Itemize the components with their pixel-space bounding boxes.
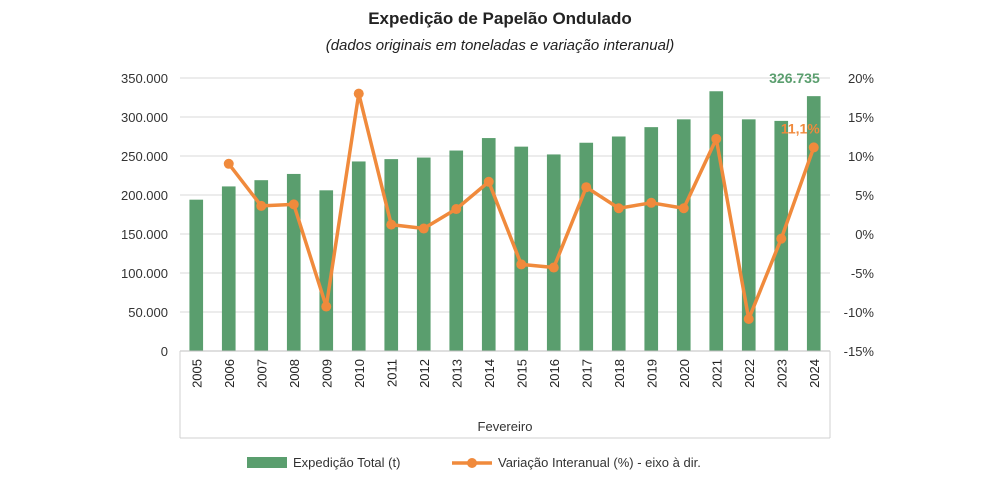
legend-label-line: Variação Interanual (%) - eixo à dir. [498,455,701,470]
category-label: 2009 [319,359,334,388]
right-tick-label: -15% [844,344,875,359]
right-tick-label: 20% [848,71,874,86]
category-label: 2010 [352,359,367,388]
category-label: 2015 [514,359,529,388]
line-point [581,182,592,193]
line-point [256,200,267,211]
category-label: 2017 [579,359,594,388]
line-point [678,203,689,214]
line-point [321,301,332,312]
left-tick-label: 350.000 [121,71,168,86]
line-point [288,199,299,210]
bar [384,159,399,351]
category-axis: 2005 2006 2007 2008 2009 2010 2011 2012 2013 2014… [189,359,822,388]
category-label: 2013 [449,359,464,388]
category-label: 2021 [709,359,724,388]
line-point [743,314,754,325]
data-label: 11,1% [781,120,820,136]
bar [514,146,529,351]
right-axis: -15% -10% -5% 0% 5% 10% 15% 20% [844,71,875,359]
category-label: 2024 [807,359,822,388]
line-point [808,142,819,153]
line-point [386,219,397,230]
line-point [711,133,722,144]
bar [449,150,464,351]
line-point [418,223,429,234]
right-tick-label: 15% [848,110,874,125]
bar [709,91,724,351]
left-tick-label: 50.000 [128,305,168,320]
bar [319,190,334,351]
category-label: 2014 [482,359,497,388]
line-series [223,88,819,325]
category-label: 2018 [612,359,627,388]
category-label: 2023 [774,359,789,388]
category-label: 2022 [742,359,757,388]
left-tick-label: 300.000 [121,110,168,125]
bar [481,138,496,351]
right-tick-label: 0% [855,227,874,242]
gridlines [180,77,830,313]
data-label: 326.735 [769,70,820,86]
line-point [451,204,462,215]
line-point [776,233,787,244]
line-point [516,259,527,270]
chart-subtitle: (dados originais em toneladas e variação… [326,37,675,54]
line-point [353,88,364,99]
bar [254,180,269,351]
line-point [483,176,494,187]
left-tick-label: 0 [161,344,168,359]
bar [189,199,204,351]
left-tick-label: 100.000 [121,266,168,281]
legend-marker-line [467,458,477,468]
category-label: 2007 [254,359,269,388]
category-label: 2020 [677,359,692,388]
line-point [548,262,559,273]
category-label: 2006 [222,359,237,388]
bar [676,119,691,351]
chart-title: Expedição de Papelão Ondulado [368,9,632,28]
category-label: 2016 [547,359,562,388]
bar [351,161,366,351]
bar [579,142,594,351]
left-axis: 0 50.000 100.000 150.000 200.000 250.000 300.0… [121,71,168,359]
x-axis-title: Fevereiro [478,419,533,434]
right-tick-label: 10% [848,149,874,164]
bar [546,154,561,351]
annotations: 326.735 11,1% [769,70,820,136]
line-point [223,158,234,169]
legend-label-bars: Expedição Total (t) [293,455,400,470]
category-label: 2019 [644,359,659,388]
right-tick-label: -5% [851,266,875,281]
bar [221,186,236,351]
category-label: 2005 [189,359,204,388]
line-point [613,203,624,214]
legend-swatch-bars [247,457,287,468]
left-tick-label: 150.000 [121,227,168,242]
category-label: 2012 [417,359,432,388]
bar [416,157,431,351]
bar [644,127,659,351]
category-label: 2011 [384,359,399,387]
legend: Expedição Total (t) Variação Interanual (… [247,455,701,470]
line-point [646,197,657,208]
right-tick-label: -10% [844,305,875,320]
left-tick-label: 250.000 [121,149,168,164]
bar [611,136,626,351]
right-tick-label: 5% [855,188,874,203]
category-label: 2008 [287,359,302,388]
left-tick-label: 200.000 [121,188,168,203]
